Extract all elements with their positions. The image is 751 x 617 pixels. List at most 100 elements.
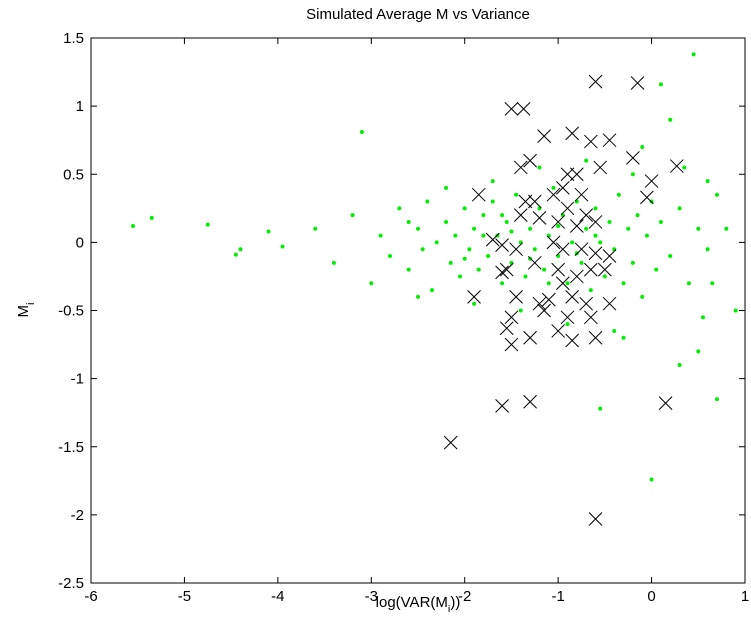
y-label-sub: i: [25, 303, 37, 305]
y-tick-label: -1: [71, 371, 84, 388]
x-marker: [532, 210, 547, 225]
x-marker: [495, 265, 509, 280]
x-marker: [630, 76, 645, 90]
x-marker: [523, 330, 537, 345]
x-marker: [588, 512, 603, 526]
x-axis-label: log(VAR(Mi)): [376, 594, 461, 612]
dot: [537, 165, 542, 170]
dot: [514, 192, 519, 197]
x-marker: [569, 269, 584, 284]
dot: [387, 254, 392, 258]
dot: [682, 165, 687, 170]
dot: [528, 226, 533, 231]
x-marker: [602, 296, 617, 311]
x-marker: [565, 333, 580, 348]
x-marker: [579, 296, 594, 311]
dot: [705, 179, 710, 184]
dot: [616, 192, 621, 197]
x-marker: [565, 290, 580, 304]
dot: [490, 199, 495, 204]
dot: [579, 260, 584, 265]
x-marker: [583, 262, 598, 277]
dot: [724, 226, 729, 231]
dot: [462, 256, 467, 261]
dot: [700, 315, 705, 320]
y-tick-label: 1.5: [63, 30, 84, 47]
dot: [640, 145, 645, 149]
dot: [677, 206, 682, 211]
dot: [621, 335, 626, 340]
x-marker: [443, 435, 458, 450]
dot: [476, 267, 481, 272]
dot: [551, 185, 556, 190]
dot: [453, 233, 458, 238]
x-tick-label: -5: [178, 588, 191, 605]
dot: [406, 267, 411, 272]
dot: [658, 82, 663, 87]
x-marker: [574, 187, 589, 202]
x-marker: [504, 337, 519, 352]
dot: [630, 172, 635, 177]
dot: [593, 233, 598, 238]
dot: [710, 281, 715, 286]
dot: [416, 226, 420, 231]
x-marker: [509, 290, 523, 304]
x-tick-label: -6: [84, 588, 97, 605]
dot: [565, 322, 570, 327]
dot: [640, 294, 645, 299]
dot: [598, 240, 603, 245]
dot: [532, 247, 537, 252]
dot: [598, 406, 603, 411]
dot: [406, 219, 411, 224]
x-marker: [593, 160, 608, 175]
dot: [149, 215, 154, 220]
dot: [733, 308, 738, 313]
dot: [509, 229, 514, 234]
x-marker: [495, 238, 509, 252]
x-label-part: )): [450, 594, 460, 611]
x-marker: [523, 153, 537, 168]
x-marker: [555, 242, 570, 257]
x-marker: [471, 187, 486, 202]
x-marker: [588, 215, 603, 229]
dot: [490, 179, 495, 184]
dot: [500, 213, 505, 218]
dot: [462, 206, 467, 211]
dot: [238, 247, 243, 252]
dot: [131, 224, 136, 229]
dot: [369, 281, 374, 286]
dot: [467, 247, 472, 252]
dot: [644, 233, 649, 238]
dot: [593, 206, 598, 211]
dot: [714, 192, 719, 197]
x-marker: [588, 74, 603, 89]
y-tick-label: -2.5: [58, 575, 84, 592]
x-marker: [569, 219, 584, 233]
dot: [714, 397, 719, 402]
dot: [448, 260, 453, 265]
dot: [556, 224, 561, 229]
dot: [607, 219, 612, 224]
dot: [500, 281, 505, 286]
y-tick-label: -1.5: [58, 439, 84, 456]
x-marker: [504, 310, 519, 325]
x-tick-label: 1: [741, 588, 749, 605]
dot: [420, 247, 425, 252]
dot: [280, 244, 285, 249]
dot: [350, 213, 355, 218]
x-marker: [602, 133, 617, 148]
dot: [472, 301, 477, 306]
dot: [696, 349, 701, 354]
dot: [696, 226, 701, 231]
dot: [486, 254, 491, 258]
x-marker: [669, 159, 684, 173]
dot: [654, 267, 659, 272]
x-marker: [513, 160, 528, 175]
x-marker: [504, 101, 519, 116]
x-marker: [588, 246, 603, 261]
chart-title: Simulated Average M vs Variance: [306, 6, 530, 23]
dot: [649, 477, 654, 482]
x-marker: [537, 129, 551, 143]
dot: [705, 247, 710, 252]
x-marker: [551, 262, 565, 277]
